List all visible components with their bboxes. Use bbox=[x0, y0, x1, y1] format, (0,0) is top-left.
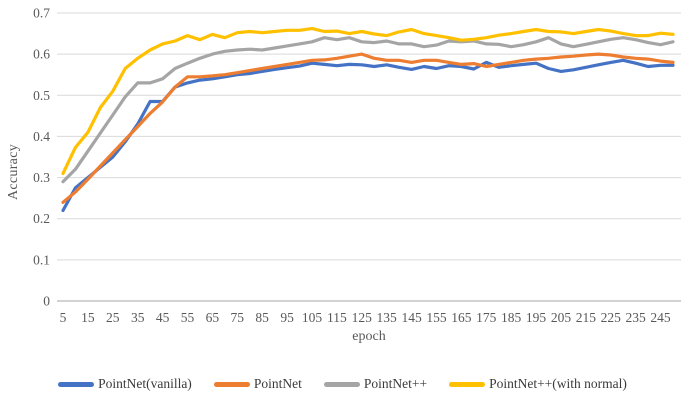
x-tick-label: 15 bbox=[81, 310, 95, 325]
legend-label: PointNet(vanilla) bbox=[98, 376, 192, 391]
y-tick-label: 0.3 bbox=[33, 170, 50, 185]
x-tick-label: 35 bbox=[131, 310, 145, 325]
y-tick-label: 0.5 bbox=[33, 88, 50, 103]
x-tick-label: 155 bbox=[426, 310, 447, 325]
x-tick-label: 195 bbox=[526, 310, 547, 325]
x-tick-label: 245 bbox=[650, 310, 671, 325]
x-tick-label: 215 bbox=[576, 310, 597, 325]
x-tick-label: 25 bbox=[106, 310, 120, 325]
x-tick-label: 225 bbox=[601, 310, 622, 325]
legend-label: PointNet++(with normal) bbox=[489, 376, 627, 391]
x-tick-label: 65 bbox=[206, 310, 220, 325]
legend-label: PointNet++ bbox=[363, 376, 428, 391]
legend-item-pointnetpp: PointNet++ bbox=[323, 376, 428, 392]
y-tick-label: 0.7 bbox=[33, 6, 50, 21]
series-line-pointnet++ bbox=[61, 36, 675, 184]
x-tick-label: 45 bbox=[156, 310, 170, 325]
series-line-pointnet bbox=[61, 52, 675, 204]
x-tick-label: 95 bbox=[280, 310, 294, 325]
x-tick-label: 55 bbox=[181, 310, 195, 325]
y-tick-label: 0 bbox=[43, 294, 50, 309]
x-axis-title: epoch bbox=[352, 329, 386, 344]
legend-swatch-gray bbox=[323, 381, 360, 387]
legend-swatch-blue bbox=[58, 381, 95, 387]
legend-item-pointnetpp-normal: PointNet++(with normal) bbox=[449, 376, 627, 392]
x-tick-label: 175 bbox=[476, 310, 497, 325]
x-tick-label: 125 bbox=[352, 310, 373, 325]
y-tick-label: 0.2 bbox=[33, 211, 50, 226]
series-line-pointnet++-with-normal- bbox=[61, 27, 675, 176]
x-tick-label: 115 bbox=[327, 310, 347, 325]
x-tick-label: 165 bbox=[451, 310, 472, 325]
legend-swatch-orange bbox=[213, 381, 250, 387]
x-tick-label: 185 bbox=[501, 310, 522, 325]
x-tick-label: 145 bbox=[401, 310, 422, 325]
x-tick-label: 205 bbox=[551, 310, 572, 325]
x-tick-label: 135 bbox=[377, 310, 398, 325]
x-tick-label: 75 bbox=[231, 310, 245, 325]
legend: PointNet(vanilla) PointNet PointNet++ Po… bbox=[0, 376, 685, 392]
x-tick-label: 5 bbox=[60, 310, 67, 325]
y-tick-label: 0.6 bbox=[33, 47, 50, 62]
legend-item-pointnet: PointNet bbox=[213, 376, 302, 392]
x-tick-label: 85 bbox=[255, 310, 269, 325]
x-tick-label: 235 bbox=[626, 310, 647, 325]
legend-swatch-yellow bbox=[449, 381, 486, 387]
legend-item-pointnet-vanilla: PointNet(vanilla) bbox=[58, 376, 192, 392]
y-axis-title: Accuracy bbox=[6, 143, 21, 201]
legend-label: PointNet bbox=[253, 376, 302, 391]
x-tick-label: 105 bbox=[302, 310, 323, 325]
y-tick-label: 0.4 bbox=[33, 129, 50, 144]
y-tick-label: 0.1 bbox=[33, 252, 50, 267]
